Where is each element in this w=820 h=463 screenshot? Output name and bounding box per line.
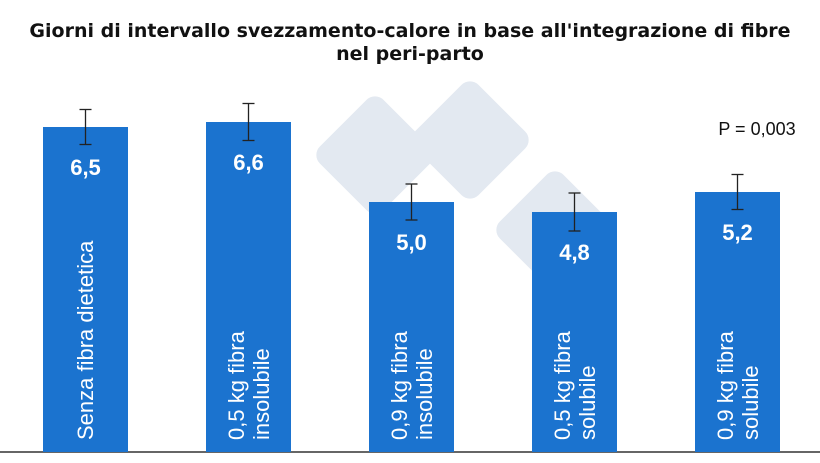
category-label: 0,9 kg fibra insolubile <box>386 331 437 440</box>
value-label: 4,8 <box>559 240 590 265</box>
value-label: 6,6 <box>233 150 264 175</box>
category-label: 0,5 kg fibra solubile <box>549 331 600 440</box>
category-label: 0,5 kg fibra insolubile <box>223 331 274 440</box>
watermark-shape <box>316 96 434 214</box>
bar <box>43 127 128 452</box>
annotation: P = 0,003 <box>718 119 795 139</box>
bar <box>206 122 291 452</box>
bar <box>695 192 780 452</box>
watermark <box>316 81 614 289</box>
value-label: 6,5 <box>70 155 101 180</box>
value-label: 5,0 <box>396 230 427 255</box>
bar <box>369 202 454 452</box>
category-label: 0,9 kg fibra solubile <box>712 331 763 440</box>
value-label: 5,2 <box>722 220 753 245</box>
watermark-shape <box>411 81 529 199</box>
chart-title: Giorni di intervallo svezzamento-calore … <box>29 20 791 65</box>
bar <box>532 212 617 452</box>
category-label: Senza fibra dietetica <box>73 240 98 440</box>
